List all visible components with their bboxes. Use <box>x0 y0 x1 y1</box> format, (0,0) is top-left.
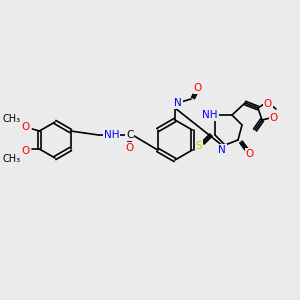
Text: C: C <box>126 130 133 140</box>
Text: CH₃: CH₃ <box>2 154 20 164</box>
Text: NH: NH <box>104 130 119 140</box>
Text: NH: NH <box>202 110 218 120</box>
Text: N: N <box>218 145 226 155</box>
Text: N: N <box>174 98 182 108</box>
Text: O: O <box>21 122 29 132</box>
Text: O: O <box>125 143 134 153</box>
Text: O: O <box>194 83 202 93</box>
Text: O: O <box>246 149 254 159</box>
Text: CH₃: CH₃ <box>2 114 20 124</box>
Text: O: O <box>21 146 29 156</box>
Text: O: O <box>270 113 278 123</box>
Text: S: S <box>196 141 202 151</box>
Text: O: O <box>264 99 272 109</box>
